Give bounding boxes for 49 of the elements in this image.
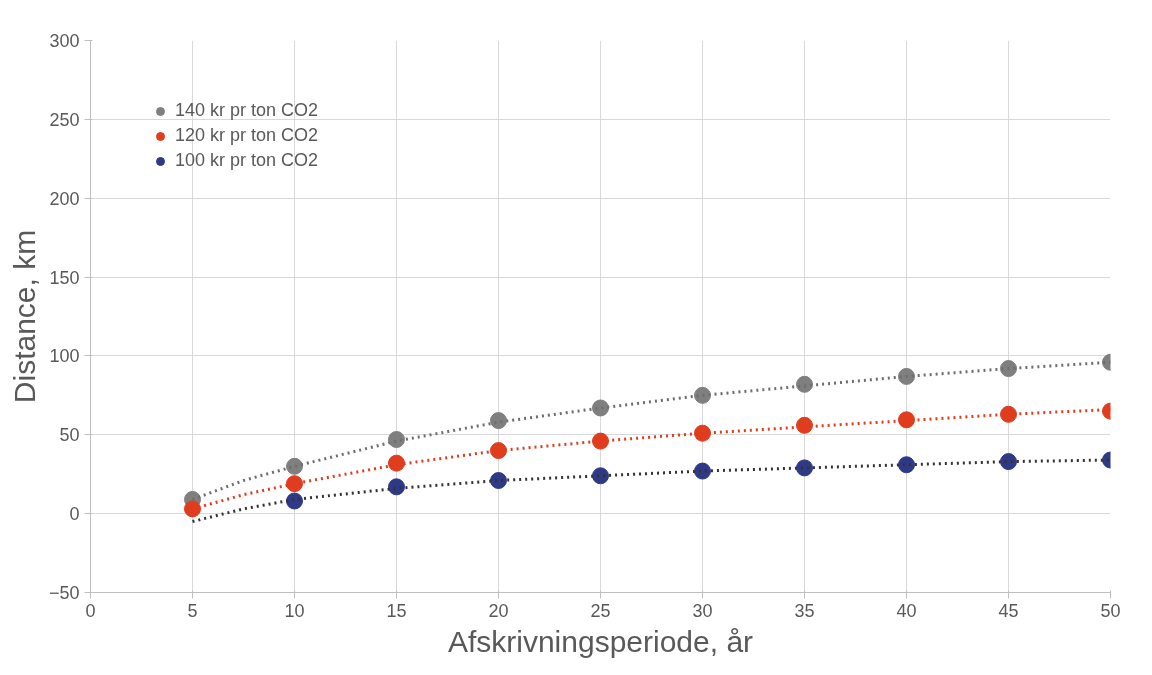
legend-label: 140 kr pr ton CO2 (175, 100, 319, 121)
point (898, 367, 915, 385)
x-tick-label: 40 (896, 600, 917, 621)
x-tick-label: 10 (284, 600, 305, 621)
x-tick-label: 30 (692, 600, 713, 621)
point (388, 431, 405, 448)
point (1000, 360, 1017, 378)
point (490, 412, 507, 430)
y-tick-label: 0 (69, 504, 80, 525)
point (796, 375, 813, 393)
point (1000, 453, 1017, 471)
x-tick-label: 50 (1100, 600, 1121, 621)
x-tick-label: 20 (488, 600, 509, 621)
point (592, 399, 609, 417)
x-tick-label: 5 (187, 600, 198, 621)
point (796, 459, 813, 477)
y-axis-title: Distance, km (7, 229, 41, 404)
point (286, 457, 303, 475)
x-axis-title: Afskrivningsperiode, år (447, 624, 754, 658)
x-tick-label: 15 (386, 600, 407, 621)
point (694, 424, 711, 442)
point (490, 442, 507, 460)
legend-label: 100 kr pr ton CO2 (175, 150, 319, 171)
x-tick-label: 25 (590, 600, 611, 621)
y-tick-label: 300 (49, 31, 80, 51)
legend-label: 120 kr pr ton CO2 (175, 125, 319, 146)
x-tick-label: 0 (85, 600, 96, 621)
point (592, 432, 609, 450)
x-tick-label: 35 (794, 600, 815, 621)
point (898, 411, 915, 429)
point (388, 454, 405, 472)
point (184, 500, 201, 518)
y-tick-label: −50 (48, 583, 80, 603)
y-tick-label: 200 (49, 188, 80, 209)
point (592, 467, 609, 485)
y-tick-label: 150 (49, 267, 80, 288)
point (898, 456, 915, 474)
y-tick-label: 250 (49, 109, 80, 130)
point (694, 462, 711, 480)
x-tick-label: 45 (998, 600, 1019, 621)
point (1000, 405, 1017, 423)
point (490, 472, 507, 490)
point (286, 475, 303, 493)
y-tick-label: 100 (49, 346, 80, 367)
point (796, 416, 813, 434)
y-tick-label: 50 (59, 425, 80, 446)
point (388, 478, 405, 496)
point (694, 386, 711, 404)
point (286, 492, 303, 510)
